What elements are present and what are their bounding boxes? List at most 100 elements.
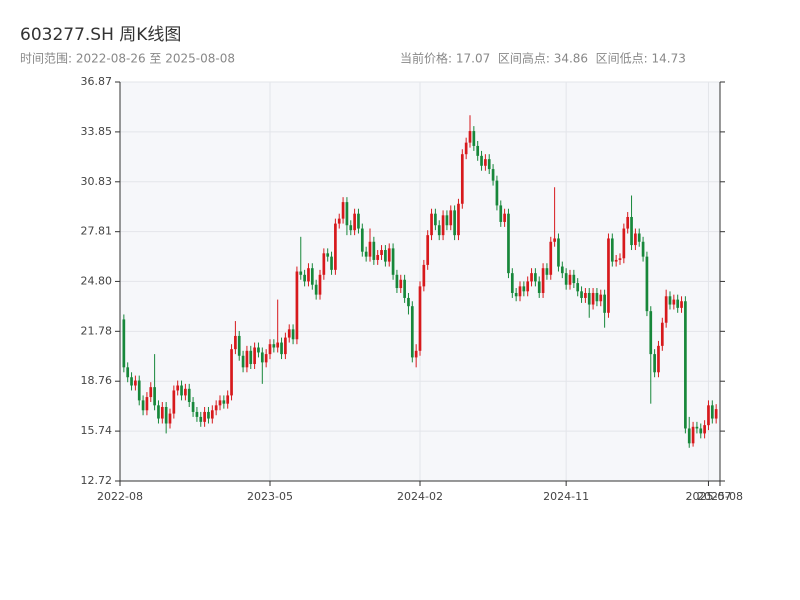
- candle-body: [430, 213, 433, 236]
- candle-body: [345, 202, 349, 226]
- candle-body: [218, 400, 222, 406]
- candle-body: [526, 281, 530, 292]
- candle-body: [580, 291, 583, 298]
- candle-body: [545, 268, 549, 275]
- x-tick-label: 2025-07: [685, 490, 731, 503]
- candle-body: [145, 397, 149, 411]
- candle-body: [153, 387, 156, 406]
- candle-body: [268, 344, 272, 355]
- candle-body: [314, 284, 318, 295]
- candle-body: [184, 388, 187, 396]
- candle-body: [653, 354, 656, 373]
- candle-body: [222, 400, 226, 404]
- candle-body: [668, 296, 672, 305]
- candle-body: [457, 203, 460, 236]
- candle-body: [272, 344, 276, 348]
- candle-body: [418, 286, 422, 351]
- candle-body: [649, 311, 653, 355]
- candle-body: [380, 250, 383, 255]
- candle-body: [364, 251, 368, 257]
- candle-body: [295, 271, 299, 340]
- price-stats: 当前价格: 17.07 区间高点: 34.86 区间低点: 14.73: [400, 51, 686, 66]
- candle-body: [680, 301, 683, 308]
- candle-body: [249, 350, 253, 365]
- candle-body: [541, 268, 545, 293]
- candle-body: [180, 385, 183, 396]
- candle-body: [637, 233, 641, 242]
- candle-body: [510, 273, 514, 293]
- candle-body: [341, 202, 345, 219]
- candle-body: [603, 294, 606, 313]
- candle-body: [564, 273, 568, 285]
- candle-body: [434, 213, 437, 226]
- candle-body: [164, 406, 168, 424]
- candle-body: [687, 428, 691, 444]
- candle-body: [384, 250, 387, 262]
- candle-body: [657, 345, 660, 373]
- y-tick-label: 27.81: [81, 225, 113, 238]
- candle-body: [622, 228, 626, 259]
- candle-body: [334, 223, 337, 270]
- x-tick-label: 2023-05: [247, 490, 293, 503]
- chart-title: 603277.SH 周K线图: [20, 25, 181, 45]
- candle-body: [645, 256, 649, 312]
- candle-body: [157, 405, 160, 419]
- candle-body: [337, 218, 341, 224]
- candle-body: [672, 299, 676, 305]
- candle-body: [522, 286, 526, 292]
- candle-body: [607, 238, 610, 313]
- candle-body: [322, 253, 326, 275]
- candle-body: [534, 273, 537, 282]
- candle-body: [503, 213, 506, 222]
- y-tick-label: 36.87: [81, 75, 113, 88]
- candle-body: [399, 279, 403, 289]
- candle-body: [237, 335, 241, 356]
- candle-body: [572, 274, 576, 284]
- candle-body: [260, 352, 264, 363]
- candle-body: [226, 395, 230, 404]
- y-tick-label: 15.74: [81, 424, 113, 437]
- candle-body: [276, 342, 280, 348]
- candle-body: [460, 154, 464, 204]
- candle-body: [707, 405, 710, 426]
- candle-body: [568, 274, 572, 285]
- candle-body: [584, 292, 587, 298]
- candle-body: [187, 388, 191, 403]
- candle-body: [599, 294, 603, 302]
- candle-body: [595, 292, 599, 302]
- candle-body: [303, 274, 306, 282]
- candle-body: [257, 347, 260, 353]
- candle-body: [357, 213, 360, 229]
- candle-body: [168, 413, 172, 424]
- candle-body: [614, 259, 618, 262]
- candle-body: [318, 274, 322, 295]
- candle-body: [684, 301, 687, 429]
- candle-body: [487, 159, 491, 170]
- candle-body: [641, 241, 645, 257]
- candle-body: [134, 380, 137, 386]
- candle-body: [149, 387, 153, 398]
- y-tick-label: 18.76: [81, 374, 113, 387]
- candle-body: [387, 248, 391, 262]
- candle-body: [287, 329, 291, 338]
- candle-body: [299, 271, 303, 275]
- candle-body: [553, 238, 556, 242]
- candle-body: [618, 258, 622, 260]
- candle-body: [422, 264, 426, 287]
- candle-body: [537, 281, 541, 293]
- candle-body: [376, 254, 380, 260]
- candle-body: [480, 155, 483, 166]
- candle-body: [610, 238, 614, 262]
- candle-body: [160, 406, 164, 419]
- candle-body: [499, 205, 503, 222]
- candle-body: [476, 145, 480, 156]
- candle-body: [491, 169, 495, 181]
- candle-body: [172, 390, 176, 414]
- candle-body: [468, 131, 472, 143]
- candle-body: [368, 241, 372, 257]
- candle-body: [591, 292, 595, 305]
- x-tick-label: 2025-08: [697, 490, 743, 503]
- candle-body: [560, 266, 564, 274]
- candle-body: [395, 274, 399, 289]
